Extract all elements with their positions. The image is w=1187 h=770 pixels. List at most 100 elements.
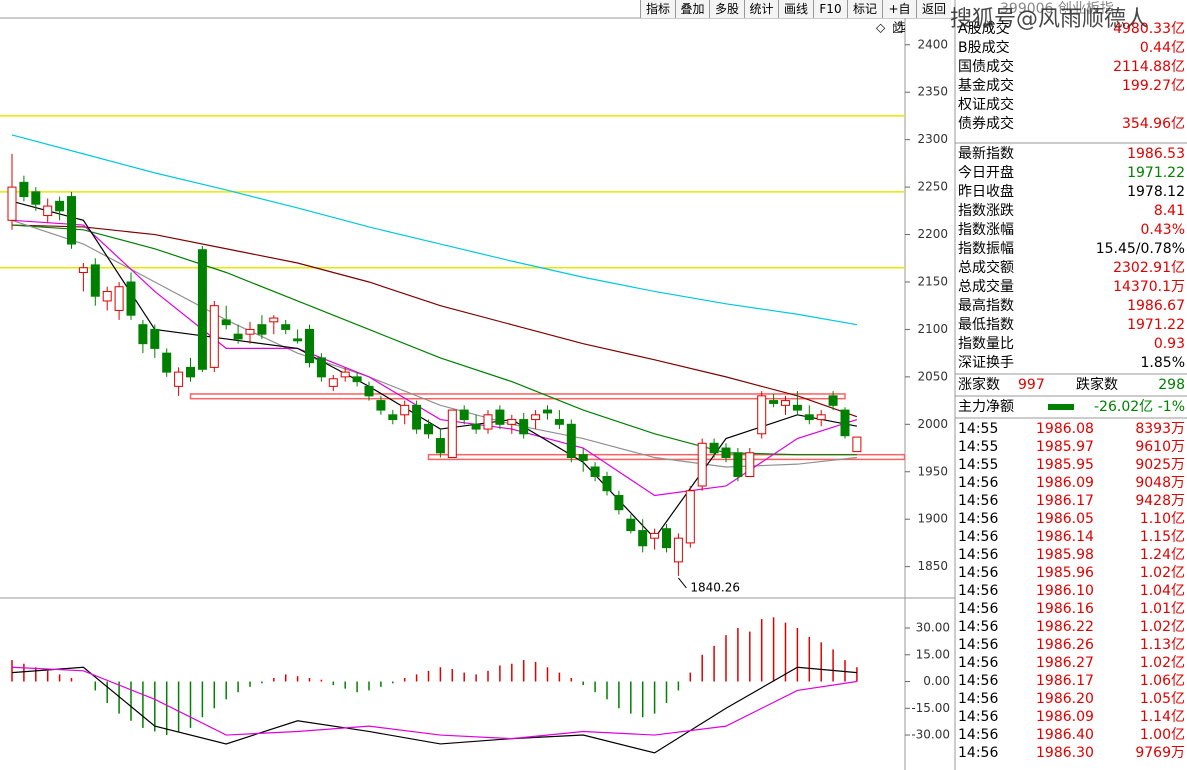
y-tick-label: 15.00 xyxy=(916,647,950,661)
candle-body xyxy=(697,442,707,487)
row-label: 指数振幅 xyxy=(958,241,1014,257)
trade-price: 1986.08 xyxy=(1036,421,1094,437)
candle-body xyxy=(78,267,88,273)
candle-body xyxy=(852,436,862,453)
candle-body xyxy=(269,317,279,323)
toolbar-button[interactable]: 返回 xyxy=(916,0,951,18)
moving-average xyxy=(11,134,858,326)
diamond-icon[interactable]: ◇ xyxy=(876,21,886,35)
row-label: 深证换手 xyxy=(958,355,1014,371)
candle-body xyxy=(197,249,207,370)
breadth-value: 997 xyxy=(1018,377,1045,393)
candle-body xyxy=(55,200,65,212)
trade-volume: 9428万 xyxy=(1135,493,1185,509)
toolbar-button[interactable]: 画线 xyxy=(778,0,813,18)
row-value: 0.44亿 xyxy=(1139,40,1185,56)
row-label: 昨日收盘 xyxy=(958,184,1014,200)
candle-body xyxy=(733,452,743,477)
candle-body xyxy=(495,409,505,425)
y-tick-label: 2050 xyxy=(917,369,948,383)
candle-body xyxy=(31,191,41,205)
candle-body xyxy=(769,400,779,404)
candle-body xyxy=(388,414,398,421)
toolbar-button[interactable]: 指标 xyxy=(640,0,675,18)
toolbar-button[interactable]: F10 xyxy=(812,0,848,18)
moving-average xyxy=(11,224,858,418)
row-value: 15.45/0.78% xyxy=(1095,241,1185,257)
trade-price: 1986.40 xyxy=(1036,727,1094,743)
trade-time: 14:56 xyxy=(958,727,999,743)
row-label: 权证成交 xyxy=(958,97,1014,113)
candle-body xyxy=(745,452,755,477)
moving-average xyxy=(11,219,858,497)
candle-body xyxy=(685,490,695,544)
row-label: 总成交量 xyxy=(958,279,1014,295)
candle-body xyxy=(174,371,184,387)
candle-body xyxy=(804,414,814,421)
trade-time: 14:56 xyxy=(958,745,999,761)
candle-body xyxy=(233,333,243,340)
candle-body xyxy=(435,438,445,454)
trade-volume: 1.02亿 xyxy=(1139,655,1185,671)
toolbar-button[interactable]: 叠加 xyxy=(674,0,710,18)
candle-body xyxy=(412,404,422,430)
trade-time: 14:56 xyxy=(958,601,999,617)
candle-body xyxy=(126,281,136,316)
candle-body xyxy=(376,400,386,411)
candle-body xyxy=(114,286,124,311)
row-label: 总成交额 xyxy=(958,260,1014,276)
candle-body xyxy=(507,419,517,425)
trade-volume: 1.10亿 xyxy=(1139,511,1185,527)
candle-body xyxy=(150,328,160,349)
toolbar-button[interactable]: 统计 xyxy=(743,0,779,18)
candle-body xyxy=(673,537,683,563)
toolbar-button[interactable]: +自选 xyxy=(881,0,917,34)
trade-price: 1986.16 xyxy=(1036,601,1094,617)
y-tick-label: 2250 xyxy=(917,180,948,194)
breadth-value: 298 xyxy=(1158,377,1185,393)
trade-time: 14:55 xyxy=(958,457,999,473)
square-icon[interactable]: □ xyxy=(892,21,903,35)
row-label: 债券成交 xyxy=(958,116,1014,132)
candle-body xyxy=(162,352,172,373)
row-value: 1986.53 xyxy=(1127,146,1185,162)
trade-time: 14:55 xyxy=(958,421,999,437)
candle-body xyxy=(792,404,802,411)
trade-price: 1986.17 xyxy=(1036,673,1094,689)
flow-value: -26.02亿 xyxy=(1094,399,1154,415)
candle-body xyxy=(626,518,636,532)
row-label: 今日开盘 xyxy=(958,165,1014,181)
trade-volume: 9048万 xyxy=(1135,475,1185,491)
macd-line xyxy=(11,666,857,754)
panel-title: 399006 创业板指 xyxy=(1000,1,1114,17)
annotation: 1840.26 xyxy=(690,580,740,594)
y-tick-label: 30.00 xyxy=(916,621,950,635)
candle-body xyxy=(305,328,314,364)
candle-body xyxy=(90,264,100,297)
toolbar-button[interactable]: 多股 xyxy=(709,0,744,18)
y-tick-label: 2350 xyxy=(917,85,948,99)
candle-body xyxy=(638,530,648,547)
flow-label: 主力净额 xyxy=(958,399,1014,415)
trade-volume: 1.24亿 xyxy=(1139,547,1185,563)
y-tick-label: 2400 xyxy=(917,37,948,51)
trade-time: 14:56 xyxy=(958,637,999,653)
trade-price: 1985.97 xyxy=(1036,439,1094,455)
y-tick-label: 2300 xyxy=(917,132,948,146)
candle-body xyxy=(43,205,53,217)
row-label: B股成交 xyxy=(958,40,1010,56)
trade-volume: 1.14亿 xyxy=(1139,709,1185,725)
watermark: 搜狐号@风雨顺德人 xyxy=(950,7,1149,32)
candle-body xyxy=(519,419,529,435)
row-label: 最低指数 xyxy=(958,317,1014,333)
trade-time: 14:56 xyxy=(958,619,999,635)
breadth-label: 跌家数 xyxy=(1076,377,1118,393)
row-label: 最高指数 xyxy=(958,298,1014,314)
trade-volume: 8393万 xyxy=(1135,421,1185,437)
candle-body xyxy=(531,414,541,421)
toolbar-button[interactable]: 标记 xyxy=(847,0,882,18)
candle-body xyxy=(816,414,826,421)
candle-body xyxy=(328,378,338,387)
